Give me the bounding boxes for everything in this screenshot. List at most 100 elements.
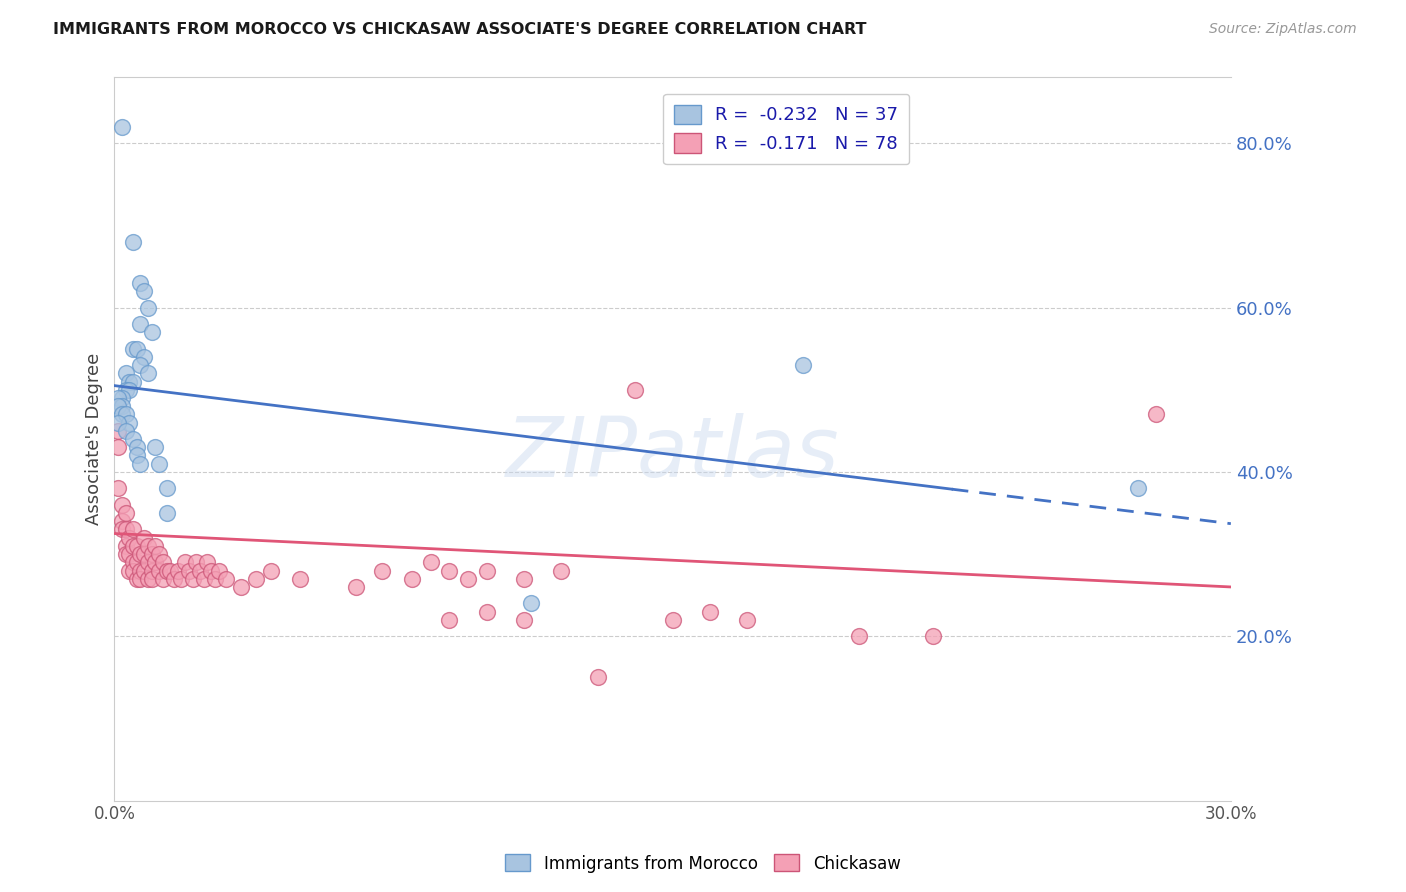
Point (143, 555, 166, 569)
Point (439, 564, 461, 578)
Point (174, 555, 197, 569)
Point (114, 408, 136, 422)
Point (143, 539, 166, 553)
Point (136, 366, 159, 380)
Point (134, 531, 156, 545)
Point (118, 383, 141, 397)
Point (1144, 408, 1167, 422)
Point (122, 235, 145, 249)
Point (129, 317, 152, 331)
Point (215, 572, 238, 586)
Point (229, 580, 252, 594)
Point (922, 629, 945, 643)
Point (118, 564, 141, 578)
Point (550, 564, 572, 578)
Point (419, 555, 441, 569)
Text: ZIPatlas: ZIPatlas (506, 413, 839, 494)
Point (141, 325, 163, 339)
Point (159, 564, 181, 578)
Point (136, 539, 159, 553)
Point (457, 572, 479, 586)
Point (122, 539, 145, 553)
Point (111, 120, 134, 134)
Point (204, 572, 226, 586)
Point (111, 523, 134, 537)
Legend: Immigrants from Morocco, Chickasaw: Immigrants from Morocco, Chickasaw (499, 847, 907, 880)
Point (735, 613, 758, 627)
Point (143, 440, 166, 454)
Point (197, 555, 219, 569)
Point (125, 539, 148, 553)
Point (107, 424, 129, 438)
Point (125, 342, 148, 356)
Point (848, 629, 870, 643)
Point (111, 408, 134, 422)
Point (118, 416, 141, 430)
Y-axis label: Associate's Degree: Associate's Degree (86, 353, 103, 525)
Point (125, 449, 148, 463)
Point (114, 539, 136, 553)
Point (129, 547, 152, 561)
Point (152, 572, 174, 586)
Point (134, 564, 156, 578)
Point (111, 514, 134, 528)
Point (125, 440, 148, 454)
Point (141, 572, 163, 586)
Point (122, 342, 145, 356)
Point (207, 564, 229, 578)
Legend: R =  -0.232   N = 37, R =  -0.171   N = 78: R = -0.232 N = 37, R = -0.171 N = 78 (664, 94, 910, 164)
Point (118, 375, 141, 389)
Point (136, 301, 159, 315)
Point (148, 547, 170, 561)
Point (129, 276, 152, 290)
Point (107, 440, 129, 454)
Point (114, 383, 136, 397)
Point (245, 572, 267, 586)
Point (134, 284, 156, 298)
Point (520, 596, 543, 610)
Point (111, 399, 134, 413)
Point (136, 555, 159, 569)
Point (148, 564, 170, 578)
Point (371, 564, 394, 578)
Point (125, 555, 148, 569)
Point (188, 564, 211, 578)
Point (122, 375, 145, 389)
Point (148, 457, 170, 471)
Point (111, 498, 134, 512)
Point (661, 613, 683, 627)
Point (129, 457, 152, 471)
Point (181, 572, 204, 586)
Point (111, 391, 134, 405)
Point (200, 564, 222, 578)
Point (118, 547, 141, 561)
Point (513, 613, 536, 627)
Point (114, 523, 136, 537)
Point (193, 572, 215, 586)
Point (513, 572, 536, 586)
Point (586, 670, 609, 684)
Point (122, 523, 145, 537)
Point (155, 564, 177, 578)
Point (439, 613, 461, 627)
Point (155, 481, 177, 495)
Point (177, 564, 200, 578)
Point (136, 572, 159, 586)
Point (122, 555, 145, 569)
Point (134, 547, 156, 561)
Point (186, 555, 208, 569)
Point (475, 605, 498, 619)
Point (401, 572, 423, 586)
Point (792, 358, 814, 372)
Point (114, 366, 136, 380)
Point (1126, 481, 1149, 495)
Point (163, 572, 186, 586)
Point (699, 605, 721, 619)
Point (129, 564, 152, 578)
Point (122, 432, 145, 446)
Point (624, 383, 647, 397)
Point (141, 547, 163, 561)
Point (114, 506, 136, 520)
Point (125, 572, 148, 586)
Point (141, 564, 163, 578)
